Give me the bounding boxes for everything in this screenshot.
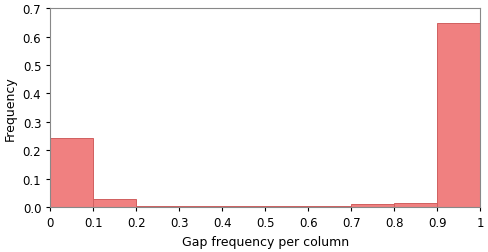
Bar: [222, 206, 265, 207]
Bar: [394, 203, 437, 207]
Bar: [179, 206, 222, 207]
Bar: [308, 206, 351, 207]
Bar: [93, 200, 136, 207]
Bar: [351, 205, 394, 207]
X-axis label: Gap frequency per column: Gap frequency per column: [182, 235, 349, 248]
Bar: [437, 24, 480, 207]
Bar: [50, 139, 93, 207]
Bar: [265, 206, 308, 207]
Y-axis label: Frequency: Frequency: [4, 76, 17, 141]
Bar: [136, 206, 179, 207]
